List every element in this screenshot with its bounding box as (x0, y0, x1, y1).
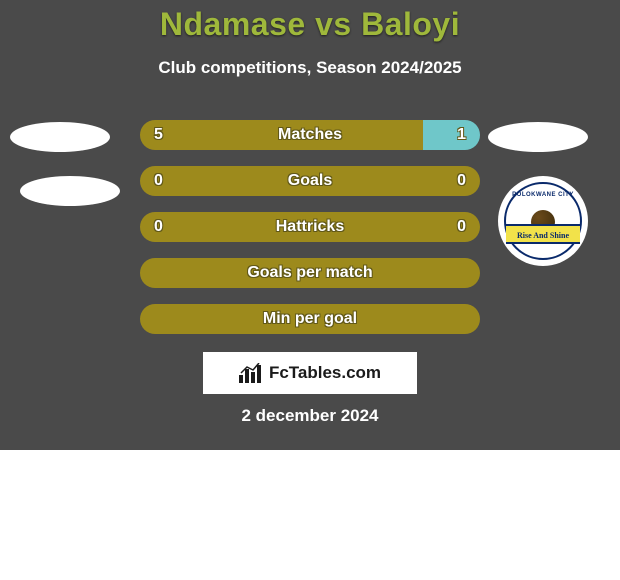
date-text: 2 december 2024 (0, 406, 620, 426)
stat-row: Matches5 1 (0, 120, 620, 166)
stat-label: Matches (140, 120, 480, 150)
stat-left-value: 5 (154, 120, 163, 150)
stat-label: Goals per match (140, 258, 480, 288)
watermark: FcTables.com (203, 352, 417, 394)
stat-rows: Matches51Goals00Hattricks00Goals per mat… (0, 120, 620, 350)
page-title: Ndamase vs Baloyi (0, 6, 620, 43)
stat-row: Hattricks0 0 (0, 212, 620, 258)
stat-bar: Min per goal (140, 304, 480, 334)
stat-label: Goals (140, 166, 480, 196)
subtitle: Club competitions, Season 2024/2025 (0, 58, 620, 78)
bars-icon (239, 363, 263, 383)
watermark-text: FcTables.com (269, 363, 381, 383)
stat-row: Min per goal (0, 304, 620, 350)
stat-right-value: 1 (457, 120, 466, 150)
stat-bar: Hattricks0 0 (140, 212, 480, 242)
stat-row: Goals per match (0, 258, 620, 304)
comparison-card: Ndamase vs Baloyi Club competitions, Sea… (0, 0, 620, 580)
stat-label: Hattricks (140, 212, 480, 242)
light-background (0, 450, 620, 580)
stat-left-value: 0 (154, 166, 163, 196)
stat-bar: Goals0 0 (140, 166, 480, 196)
stat-bar: Matches5 1 (140, 120, 480, 150)
stat-left-value: 0 (154, 212, 163, 242)
stat-row: Goals0 0 (0, 166, 620, 212)
stat-label: Min per goal (140, 304, 480, 334)
stat-right-value: 0 (457, 212, 466, 242)
title-text: Ndamase vs Baloyi (160, 6, 460, 42)
stat-right-value: 0 (457, 166, 466, 196)
stat-bar: Goals per match (140, 258, 480, 288)
